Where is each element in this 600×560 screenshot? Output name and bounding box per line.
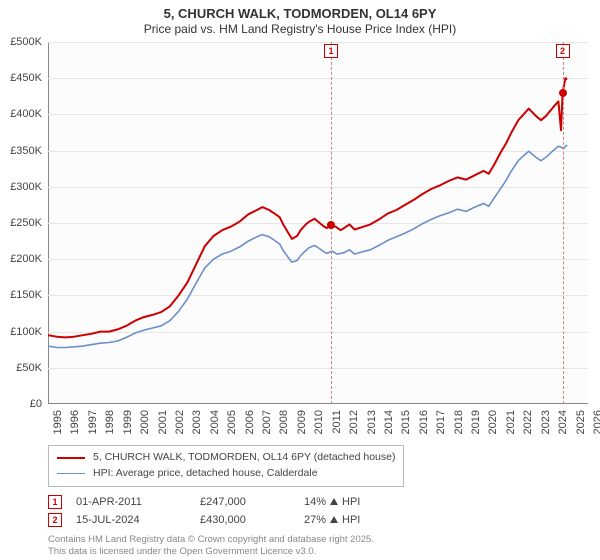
series-line-hpi xyxy=(48,145,567,348)
x-axis-label: 1998 xyxy=(104,410,116,434)
marker-label-2: 2 xyxy=(556,44,570,58)
x-axis-label: 2022 xyxy=(522,410,534,434)
x-axis-label: 2018 xyxy=(453,410,465,434)
chart-container: 5, CHURCH WALK, TODMORDEN, OL14 6PY Pric… xyxy=(0,0,600,560)
arrow-up-icon xyxy=(330,516,338,523)
x-axis-label: 2006 xyxy=(244,410,256,434)
x-axis-label: 1996 xyxy=(69,410,81,434)
transaction-table: 1 01-APR-2011 £247,000 14% HPI 2 15-JUL-2024 £4… xyxy=(48,493,588,529)
footer-line2: This data is licensed under the Open Gov… xyxy=(48,546,374,558)
transaction-pct-suffix: HPI xyxy=(342,496,360,508)
x-axis-label: 2020 xyxy=(487,410,499,434)
y-axis-label: £500K xyxy=(10,36,42,48)
legend-item-hpi: HPI: Average price, detached house, Cald… xyxy=(57,466,395,482)
x-axis-label: 2004 xyxy=(209,410,221,434)
legend-label-hpi: HPI: Average price, detached house, Cald… xyxy=(93,466,318,482)
x-axis-label: 2014 xyxy=(383,410,395,434)
x-axis-label: 2002 xyxy=(174,410,186,434)
transaction-vs-hpi: 14% HPI xyxy=(304,496,360,508)
x-axis-label: 2024 xyxy=(557,410,569,434)
marker-dot-2 xyxy=(559,89,567,97)
title-address: 5, CHURCH WALK, TODMORDEN, OL14 6PY xyxy=(0,6,600,22)
x-axis-label: 2001 xyxy=(157,410,169,434)
transaction-pct-value: 27% xyxy=(304,514,326,526)
transaction-row: 2 15-JUL-2024 £430,000 27% HPI xyxy=(48,511,588,529)
chart-title: 5, CHURCH WALK, TODMORDEN, OL14 6PY Pric… xyxy=(0,0,600,37)
y-axis-label: £250K xyxy=(10,217,42,229)
x-axis-label: 2021 xyxy=(505,410,517,434)
y-axis-label: £0 xyxy=(30,398,42,410)
series-line-price_paid xyxy=(48,78,567,337)
x-axis-label: 2000 xyxy=(139,410,151,434)
x-axis-label: 2012 xyxy=(348,410,360,434)
legend-and-transactions: 5, CHURCH WALK, TODMORDEN, OL14 6PY (det… xyxy=(48,445,588,529)
transaction-row: 1 01-APR-2011 £247,000 14% HPI xyxy=(48,493,588,511)
y-axis-label: £150K xyxy=(10,289,42,301)
x-axis-label: 2026 xyxy=(592,410,600,434)
legend-label-price-paid: 5, CHURCH WALK, TODMORDEN, OL14 6PY (det… xyxy=(93,450,395,466)
y-axis-label: £400K xyxy=(10,108,42,120)
x-axis-label: 2019 xyxy=(470,410,482,434)
transaction-pct-suffix: HPI xyxy=(342,514,360,526)
x-axis-label: 2009 xyxy=(296,410,308,434)
x-axis-label: 2016 xyxy=(418,410,430,434)
transaction-vs-hpi: 27% HPI xyxy=(304,514,360,526)
transaction-date: 01-APR-2011 xyxy=(76,496,186,508)
x-axis-label: 2023 xyxy=(540,410,552,434)
footer-line1: Contains HM Land Registry data © Crown c… xyxy=(48,534,374,546)
marker-dot-1 xyxy=(327,221,335,229)
transaction-marker-icon: 1 xyxy=(48,495,62,509)
legend-item-price-paid: 5, CHURCH WALK, TODMORDEN, OL14 6PY (det… xyxy=(57,450,395,466)
y-axis-label: £100K xyxy=(10,326,42,338)
x-axis-label: 2008 xyxy=(278,410,290,434)
x-axis-label: 2007 xyxy=(261,410,273,434)
title-subtitle: Price paid vs. HM Land Registry's House … xyxy=(0,22,600,37)
x-axis-label: 2011 xyxy=(331,410,343,434)
x-axis-label: 2003 xyxy=(191,410,203,434)
transaction-marker-icon: 2 xyxy=(48,513,62,527)
x-axis-label: 2015 xyxy=(400,410,412,434)
line-series-svg xyxy=(48,42,588,404)
marker-label-1: 1 xyxy=(324,44,338,58)
x-axis-label: 2013 xyxy=(366,410,378,434)
x-axis-label: 2005 xyxy=(226,410,238,434)
transaction-price: £247,000 xyxy=(200,496,290,508)
legend-box: 5, CHURCH WALK, TODMORDEN, OL14 6PY (det… xyxy=(48,445,404,487)
legend-swatch-price-paid xyxy=(57,457,85,459)
y-axis-label: £300K xyxy=(10,181,42,193)
x-axis-label: 1997 xyxy=(87,410,99,434)
footer-attribution: Contains HM Land Registry data © Crown c… xyxy=(48,534,374,558)
x-axis-label: 2017 xyxy=(435,410,447,434)
plot-area: 12 £0£50K£100K£150K£200K£250K£300K£350K£… xyxy=(48,42,588,404)
transaction-pct-value: 14% xyxy=(304,496,326,508)
transaction-date: 15-JUL-2024 xyxy=(76,514,186,526)
x-axis-label: 2025 xyxy=(575,410,587,434)
y-axis-label: £450K xyxy=(10,72,42,84)
x-axis-label: 2010 xyxy=(313,410,325,434)
x-axis-label: 1995 xyxy=(52,410,64,434)
y-axis-label: £350K xyxy=(10,145,42,157)
transaction-price: £430,000 xyxy=(200,514,290,526)
arrow-up-icon xyxy=(330,498,338,505)
y-axis-label: £200K xyxy=(10,253,42,265)
legend-swatch-hpi xyxy=(57,473,85,474)
y-axis-label: £50K xyxy=(16,362,42,374)
x-axis-label: 1999 xyxy=(122,410,134,434)
